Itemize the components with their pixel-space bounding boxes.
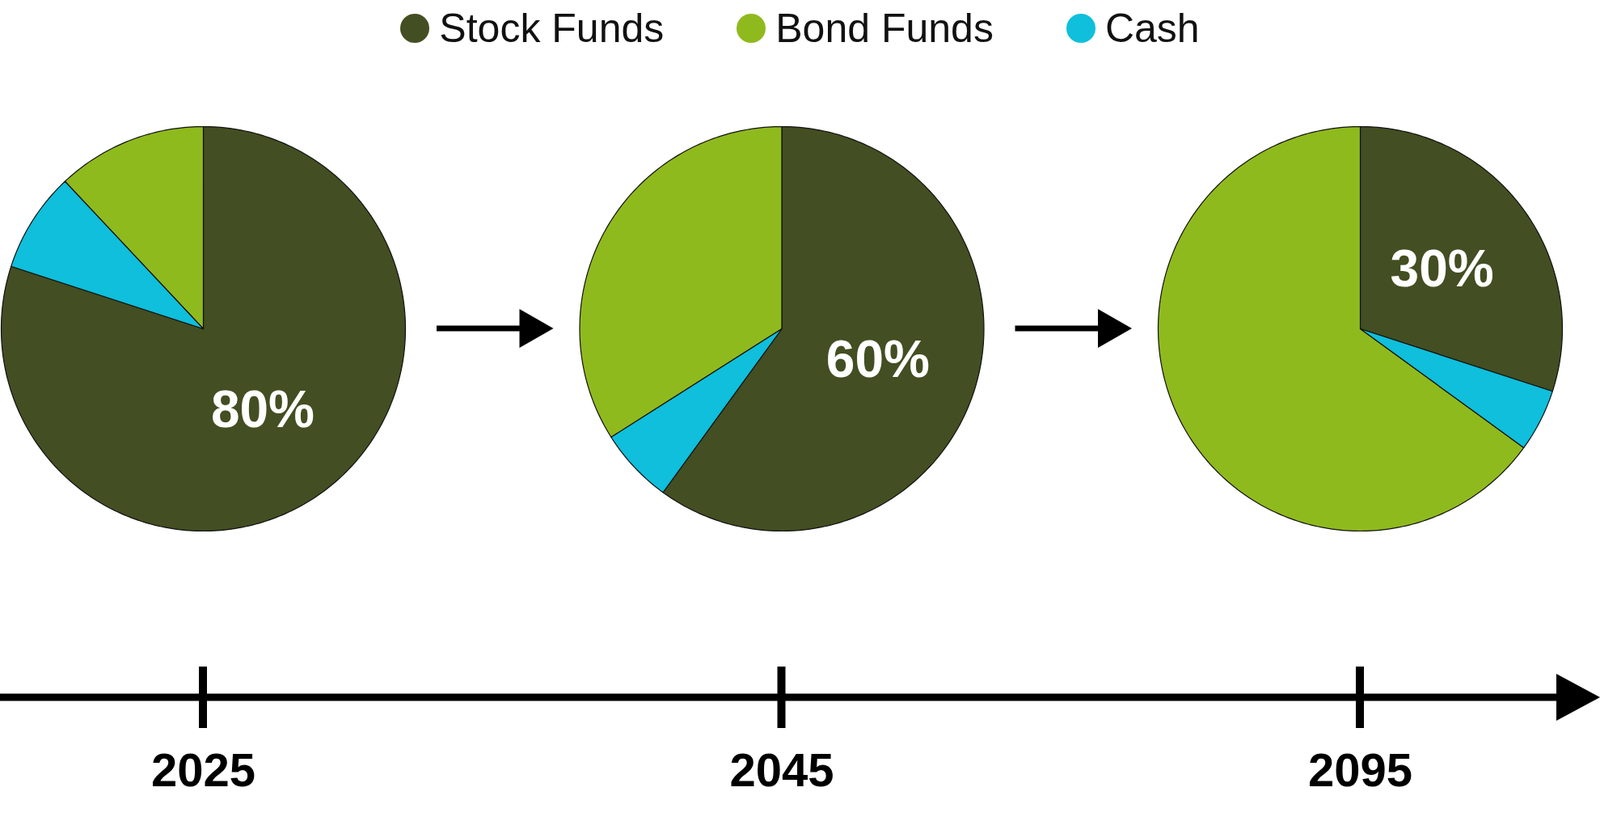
html-text:Stock Funds: Stock Funds: [439, 5, 665, 51]
svg-text:2045: 2045: [729, 743, 834, 796]
svg-text:2095: 2095: [1308, 743, 1413, 796]
html-text:Cash: Cash: [1105, 5, 1200, 51]
svg-text:60%: 60%: [826, 329, 930, 389]
svg-text:80%: 80%: [211, 379, 315, 439]
svg-text:2025: 2025: [151, 743, 256, 796]
svg-text:30%: 30%: [1390, 239, 1495, 298]
html-text:Bond Funds: Bond Funds: [775, 5, 994, 51]
